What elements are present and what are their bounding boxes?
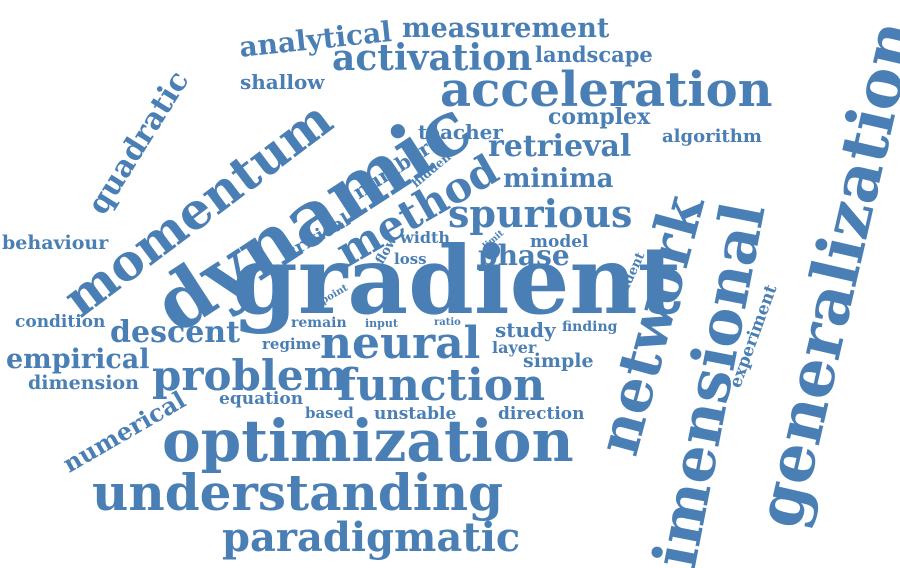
word-study: study [495, 320, 556, 340]
word-optimization: optimization [162, 412, 574, 470]
word-paradigmatic: paradigmatic [222, 518, 520, 558]
word-retrieval: retrieval [488, 132, 631, 162]
word-condition: condition [15, 314, 105, 331]
word-understanding: understanding [92, 468, 503, 518]
word-minima: minima [503, 166, 614, 192]
word-loss: loss [394, 252, 427, 267]
word-model: model [530, 234, 589, 251]
word-gradient: gradient [232, 234, 681, 328]
word-dimension: dimension [28, 374, 139, 393]
word-width: width [400, 230, 450, 246]
word-complex: complex [548, 106, 650, 128]
word-equation: equation [219, 391, 303, 408]
word-function: function [337, 364, 545, 408]
word-finding: finding [562, 320, 617, 334]
word-algorithm: algorithm [662, 128, 762, 146]
word-behaviour: behaviour [2, 234, 108, 253]
word-shallow: shallow [240, 72, 325, 92]
word-regime: regime [262, 337, 321, 352]
word-empirical: empirical [6, 346, 150, 373]
